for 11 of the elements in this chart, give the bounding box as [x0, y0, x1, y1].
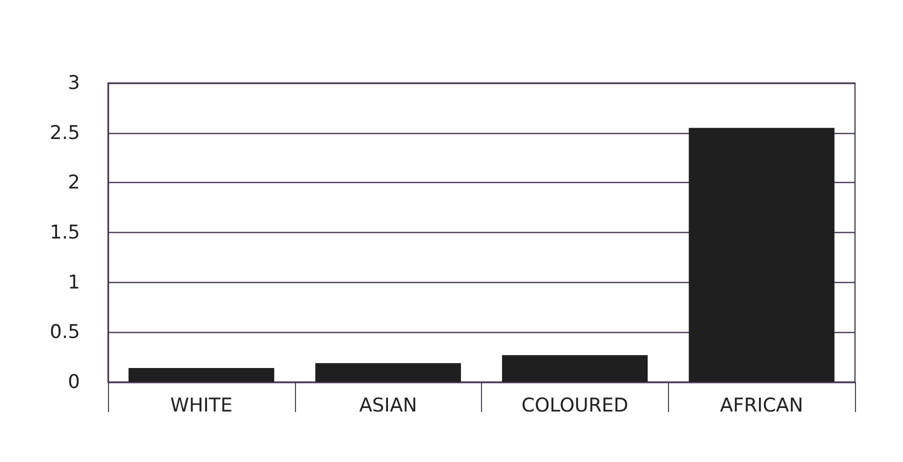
- x-tick-label: COLOURED: [521, 394, 628, 416]
- y-tick-label: 2: [68, 172, 80, 194]
- y-tick-label: 1.5: [50, 222, 80, 244]
- x-tick-label: WHITE: [170, 394, 233, 416]
- y-tick-label: 2.5: [50, 122, 80, 144]
- y-tick-label: 1: [68, 271, 80, 294]
- x-tick-label: ASIAN: [359, 394, 418, 416]
- x-tick-label: AFRICAN: [720, 394, 804, 416]
- y-tick-label: 0: [68, 371, 80, 393]
- y-tick-label: 0.5: [50, 321, 80, 344]
- y-tick-label: 3: [68, 72, 80, 94]
